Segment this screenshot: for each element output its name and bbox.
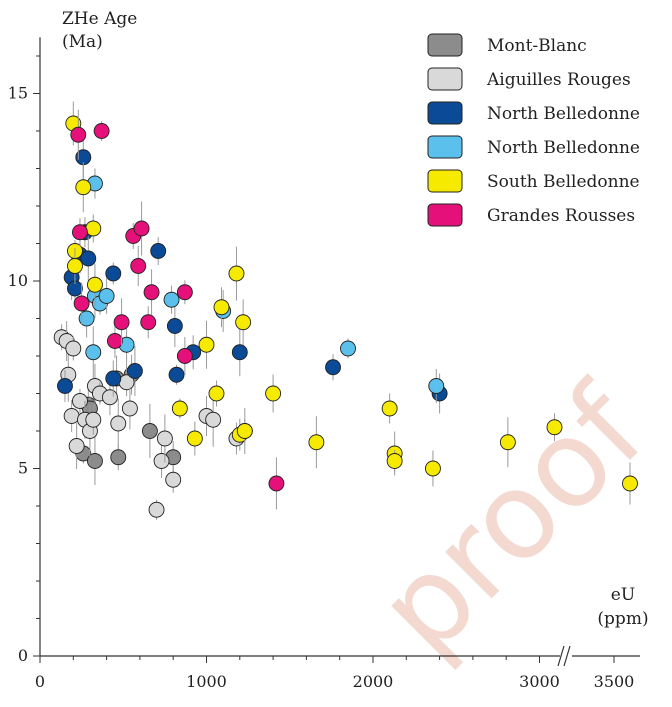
data-point: [78, 310, 95, 327]
data-point: [86, 276, 103, 293]
data-point: [101, 389, 118, 406]
legend-label: North Belledonne: [487, 138, 640, 158]
data-point: [499, 434, 516, 451]
data-point: [141, 423, 158, 439]
data-point: [198, 336, 215, 353]
data-point: [340, 340, 356, 357]
x-axis-label: eU: [611, 585, 635, 605]
legend-swatch: [427, 101, 463, 125]
data-point: [186, 430, 203, 447]
data-point: [130, 258, 147, 274]
y-tick-label: 5: [18, 459, 28, 478]
data-point: [156, 430, 173, 447]
data-point: [325, 359, 341, 376]
data-point: [428, 378, 445, 394]
data-point: [126, 363, 143, 379]
data-point: [85, 220, 102, 237]
x-tick-label: 3500: [594, 672, 635, 691]
data-point: [105, 370, 122, 387]
data-point: [153, 453, 170, 469]
data-point: [75, 179, 92, 196]
axes: 0 5 10 15 0 1000 2000 3000 3500 ZHe Age (Ma) eU (ppm…: [8, 9, 649, 691]
data-point: [86, 453, 103, 469]
data-point: [268, 475, 285, 492]
axis-break-mark: [563, 645, 571, 667]
x-axis-label: (ppm): [597, 609, 648, 629]
data-point: [98, 288, 115, 304]
data-point: [236, 423, 253, 439]
x-tick-label: 1000: [186, 672, 227, 691]
data-point: [110, 415, 127, 432]
data-point: [73, 295, 90, 312]
data-point: [265, 385, 282, 402]
data-point: [72, 393, 88, 409]
data-point: [67, 258, 83, 274]
data-point: [70, 126, 87, 143]
data-points: [53, 101, 638, 520]
x-tick-label: 2000: [353, 672, 394, 691]
data-point: [150, 243, 167, 259]
legend-swatch: [427, 33, 463, 57]
data-point: [105, 265, 122, 282]
data-point: [106, 333, 123, 349]
data-point: [205, 411, 222, 428]
axis-break-mark: [557, 645, 565, 667]
data-point: [63, 408, 80, 424]
data-point: [546, 419, 563, 436]
data-point: [143, 284, 160, 301]
data-point: [308, 434, 325, 451]
data-point: [176, 284, 193, 301]
data-point: [121, 400, 138, 417]
data-point: [165, 471, 182, 488]
data-point: [110, 449, 127, 466]
data-point: [85, 344, 102, 361]
legend-swatch: [427, 203, 463, 227]
legend-label: South Belledonne: [487, 172, 640, 192]
legend-label: Aiguilles Rouges: [486, 70, 631, 90]
data-point: [163, 291, 180, 308]
data-point: [113, 314, 130, 331]
y-axis-label: ZHe Age: [62, 9, 137, 29]
data-point: [235, 314, 252, 331]
data-point: [148, 501, 165, 518]
data-point: [166, 318, 183, 334]
y-tick-label: 10: [8, 271, 28, 290]
legend-label: Mont-Blanc: [487, 36, 587, 56]
watermark: proof: [352, 360, 672, 681]
y-tick-label: 15: [8, 84, 28, 103]
legend-swatch: [427, 169, 463, 193]
x-tick-label: 3000: [519, 672, 560, 691]
legend-label: North Belledonne: [487, 104, 640, 124]
x-tick-label: 0: [35, 672, 45, 691]
data-point: [72, 224, 88, 241]
data-point: [93, 123, 110, 139]
legend: Mont-Blanc Aiguilles Rouges North Belledon…: [427, 33, 640, 227]
data-point: [424, 460, 441, 477]
data-point: [65, 340, 82, 357]
data-point: [85, 411, 102, 428]
y-axis-label: (Ma): [62, 32, 103, 52]
data-point: [208, 385, 225, 402]
data-point: [168, 366, 185, 383]
data-point: [622, 475, 638, 492]
data-point: [57, 378, 73, 394]
data-point: [140, 314, 157, 331]
legend-label: Grandes Rousses: [487, 206, 635, 226]
data-point: [176, 348, 193, 364]
data-point: [80, 250, 97, 267]
data-point: [213, 299, 230, 316]
data-point: [381, 400, 398, 417]
data-point: [171, 400, 188, 417]
data-point: [133, 220, 150, 237]
data-point: [231, 344, 248, 361]
data-point: [228, 265, 245, 282]
data-point: [386, 453, 403, 469]
legend-swatch: [427, 67, 463, 91]
y-tick-label: 0: [18, 646, 28, 665]
data-point: [68, 438, 85, 454]
legend-swatch: [427, 135, 463, 159]
